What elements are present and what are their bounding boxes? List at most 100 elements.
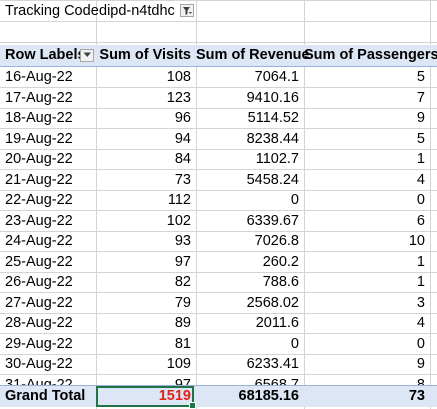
row-visits-cell[interactable]: 89 (174, 315, 191, 331)
row-revenue-cell[interactable]: 6339.67 (246, 212, 299, 229)
gridline (304, 0, 305, 409)
row-revenue-cell[interactable]: 0 (290, 192, 299, 208)
row-revenue-cell[interactable]: 5114.52 (247, 110, 299, 126)
report-filter-row: Tracking Code dipd-n4tdhc (0, 1, 437, 22)
row-passengers-cell[interactable]: 0 (416, 192, 425, 208)
filter-applied-button[interactable] (180, 4, 194, 17)
row-passengers-cell[interactable]: 4 (416, 171, 425, 188)
row-passengers-cell[interactable]: 5 (416, 69, 425, 85)
revenue-header[interactable]: Sum of Revenue (196, 47, 310, 63)
grand-total-label[interactable]: Grand Total (5, 388, 86, 404)
gridline (0, 333, 437, 334)
row-visits-cell[interactable]: 79 (174, 294, 191, 311)
fill-handle[interactable] (189, 402, 196, 409)
row-passengers-cell[interactable]: 5 (416, 130, 425, 147)
row-passengers-cell[interactable]: 7 (416, 89, 425, 106)
row-revenue-cell[interactable]: 7026.8 (254, 233, 299, 249)
row-revenue-cell[interactable]: 0 (290, 335, 299, 352)
gridline (430, 0, 431, 409)
row-revenue-cell[interactable]: 7064.1 (254, 69, 299, 85)
row-labels-header[interactable]: Row Labels (0, 45, 96, 66)
selected-cell-border (96, 386, 196, 409)
visits-header[interactable]: Sum of Visits (99, 47, 191, 63)
row-revenue-cell[interactable]: 2011.6 (255, 315, 299, 331)
gridline (0, 42, 437, 43)
row-passengers-cell[interactable]: 1 (416, 274, 425, 290)
row-revenue-cell[interactable]: 788.6 (262, 274, 299, 290)
row-visits-cell[interactable]: 97 (174, 253, 191, 270)
gridline (0, 353, 437, 355)
table-row: 25-Aug-22 97 260.2 1 (0, 252, 437, 273)
grand-total-revenue[interactable]: 68185.16 (238, 388, 299, 404)
pivot-header-row: Row Labels Sum of Visits Sum of Revenue … (0, 45, 437, 67)
row-revenue-cell[interactable]: 2568.02 (246, 294, 299, 311)
gridline (0, 312, 437, 314)
row-revenue-cell[interactable]: 8238.44 (246, 130, 299, 147)
row-visits-cell[interactable]: 108 (166, 69, 191, 85)
table-row: 24-Aug-22 93 7026.8 10 (0, 231, 437, 252)
row-revenue-cell[interactable]: 260.2 (262, 253, 299, 270)
row-visits-cell[interactable]: 123 (166, 89, 191, 106)
row-date-cell[interactable]: 20-Aug-22 (5, 151, 73, 167)
grand-total-row: Grand Total 1519 68185.16 73 (0, 385, 437, 409)
row-visits-cell[interactable]: 112 (167, 192, 191, 208)
row-passengers-cell[interactable]: 6 (416, 212, 425, 229)
row-visits-cell[interactable]: 81 (174, 335, 191, 352)
passengers-header[interactable]: Sum of Passengers (304, 47, 437, 63)
row-passengers-cell[interactable]: 9 (416, 110, 425, 126)
row-visits-cell[interactable]: 84 (174, 151, 191, 167)
gridline (0, 0, 437, 1)
table-row: 17-Aug-22 123 9410.16 7 (0, 88, 437, 109)
table-row: 23-Aug-22 102 6339.67 6 (0, 211, 437, 232)
gridline (96, 0, 97, 409)
row-passengers-cell[interactable]: 0 (416, 335, 425, 352)
gridline (0, 210, 437, 211)
row-date-cell[interactable]: 19-Aug-22 (5, 130, 73, 147)
row-passengers-cell[interactable]: 1 (416, 253, 425, 270)
row-date-cell[interactable]: 27-Aug-22 (5, 294, 73, 311)
row-revenue-cell[interactable]: 9410.16 (246, 89, 299, 106)
gridline (0, 374, 437, 375)
row-visits-cell[interactable]: 93 (174, 233, 191, 249)
filter-value-cell[interactable]: dipd-n4tdhc (96, 1, 196, 22)
row-date-cell[interactable]: 16-Aug-22 (5, 69, 73, 85)
row-passengers-cell[interactable]: 3 (416, 294, 425, 311)
gridline (0, 292, 437, 293)
row-passengers-cell[interactable]: 9 (416, 356, 425, 372)
row-date-cell[interactable]: 18-Aug-22 (5, 110, 73, 126)
table-row: 19-Aug-22 94 8238.44 5 (0, 129, 437, 150)
row-date-cell[interactable]: 22-Aug-22 (5, 192, 73, 208)
row-visits-cell[interactable]: 96 (174, 110, 191, 126)
row-date-cell[interactable]: 21-Aug-22 (5, 171, 73, 188)
row-date-cell[interactable]: 30-Aug-22 (5, 356, 73, 372)
gridline (0, 148, 437, 150)
grand-total-visits[interactable]: 1519 (158, 388, 191, 404)
row-visits-cell[interactable]: 94 (174, 130, 191, 147)
row-visits-cell[interactable]: 109 (166, 356, 191, 372)
row-date-cell[interactable]: 29-Aug-22 (5, 335, 73, 352)
row-visits-cell[interactable]: 82 (174, 274, 191, 290)
row-passengers-cell[interactable]: 4 (416, 315, 425, 331)
row-labels-dropdown-button[interactable] (80, 49, 94, 62)
row-revenue-cell[interactable]: 5458.24 (246, 171, 299, 188)
row-visits-cell[interactable]: 73 (174, 171, 191, 188)
row-revenue-cell[interactable]: 6233.41 (246, 356, 299, 372)
table-row: 16-Aug-22 108 7064.1 5 (0, 67, 437, 88)
row-date-cell[interactable]: 25-Aug-22 (5, 253, 73, 270)
table-row: 27-Aug-22 79 2568.02 3 (0, 293, 437, 314)
row-date-cell[interactable]: 23-Aug-22 (5, 212, 73, 229)
row-revenue-cell[interactable]: 1102.7 (255, 151, 299, 167)
grand-total-passengers[interactable]: 73 (408, 388, 425, 404)
gridline (0, 251, 437, 252)
gridline (0, 230, 437, 232)
row-date-cell[interactable]: 28-Aug-22 (5, 315, 73, 331)
table-row: 18-Aug-22 96 5114.52 9 (0, 108, 437, 129)
row-date-cell[interactable]: 24-Aug-22 (5, 233, 73, 249)
filter-value: dipd-n4tdhc (99, 3, 175, 19)
row-visits-cell[interactable]: 102 (166, 212, 191, 229)
row-passengers-cell[interactable]: 10 (408, 233, 425, 249)
row-passengers-cell[interactable]: 8 (304, 375, 430, 396)
row-passengers-cell[interactable]: 1 (416, 151, 425, 167)
row-date-cell[interactable]: 17-Aug-22 (5, 89, 73, 106)
row-date-cell[interactable]: 26-Aug-22 (5, 274, 73, 290)
